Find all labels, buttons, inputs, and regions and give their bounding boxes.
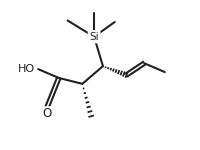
Text: O: O	[42, 107, 52, 120]
Text: Si: Si	[89, 32, 99, 42]
Text: HO: HO	[18, 64, 35, 74]
